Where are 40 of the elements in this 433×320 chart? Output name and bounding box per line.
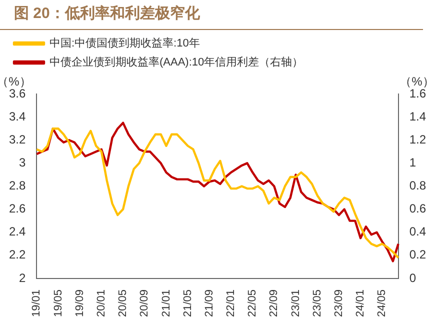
y-tick-label: 3.2 <box>8 132 26 146</box>
y2-tick-label: 1 <box>409 155 416 170</box>
chart-title: 图 20：低利率和利差极窄化 <box>0 0 423 30</box>
x-tick-label: 19/01 <box>30 289 43 318</box>
x-tick-label: 20/09 <box>138 289 151 318</box>
y2-tick-label: 0 <box>409 270 416 285</box>
x-tick-label: 22/05 <box>246 289 259 318</box>
y-tick-label: 2.8 <box>8 178 26 193</box>
x-tick-label: 23/01 <box>290 289 302 318</box>
x-tick-label: 20/01 <box>95 289 108 318</box>
y-tick-label: 2.2 <box>8 248 26 262</box>
x-tick-label: 23/05 <box>311 289 324 318</box>
y2-tick-label: 1.6 <box>409 86 426 100</box>
x-tick-label: 19/05 <box>52 289 64 318</box>
x-tick-label: 21/05 <box>182 289 194 318</box>
y-tick-label: 3 <box>18 155 26 170</box>
y-tick-label: 2 <box>18 270 26 285</box>
x-tick-label: 22/09 <box>268 289 280 318</box>
x-tick-label: 19/09 <box>74 289 86 318</box>
y2-tick-label: 1.4 <box>409 109 426 124</box>
y-tick-label: 3.6 <box>8 86 26 100</box>
x-tick-label: 21/09 <box>203 289 216 318</box>
y2-tick-label: 1.2 <box>409 132 426 146</box>
x-tick-label: 24/01 <box>354 289 367 318</box>
y2-axis-title: （%） <box>400 74 433 88</box>
legend-label: 中国:中债国债到期收益率:10年 <box>50 36 200 50</box>
y-tick-label: 2.4 <box>8 224 26 239</box>
x-tick-label: 20/05 <box>117 289 130 318</box>
y2-tick-label: 0.2 <box>409 248 426 262</box>
y2-tick-label: 0.4 <box>409 224 426 239</box>
x-tick-label: 23/09 <box>332 289 345 318</box>
legend-label: 中债企业债到期收益率(AAA):10年信用利差（右轴） <box>50 56 304 69</box>
y-tick-label: 3.4 <box>8 109 26 124</box>
y-tick-label: 2.6 <box>8 202 26 216</box>
y2-tick-label: 0.8 <box>409 178 426 193</box>
x-tick-label: 22/01 <box>225 289 238 318</box>
y2-tick-label: 0.6 <box>409 202 426 216</box>
x-tick-label: 21/01 <box>160 289 172 318</box>
y-axis-title: （%） <box>0 74 32 88</box>
x-tick-label: 24/05 <box>376 289 388 318</box>
